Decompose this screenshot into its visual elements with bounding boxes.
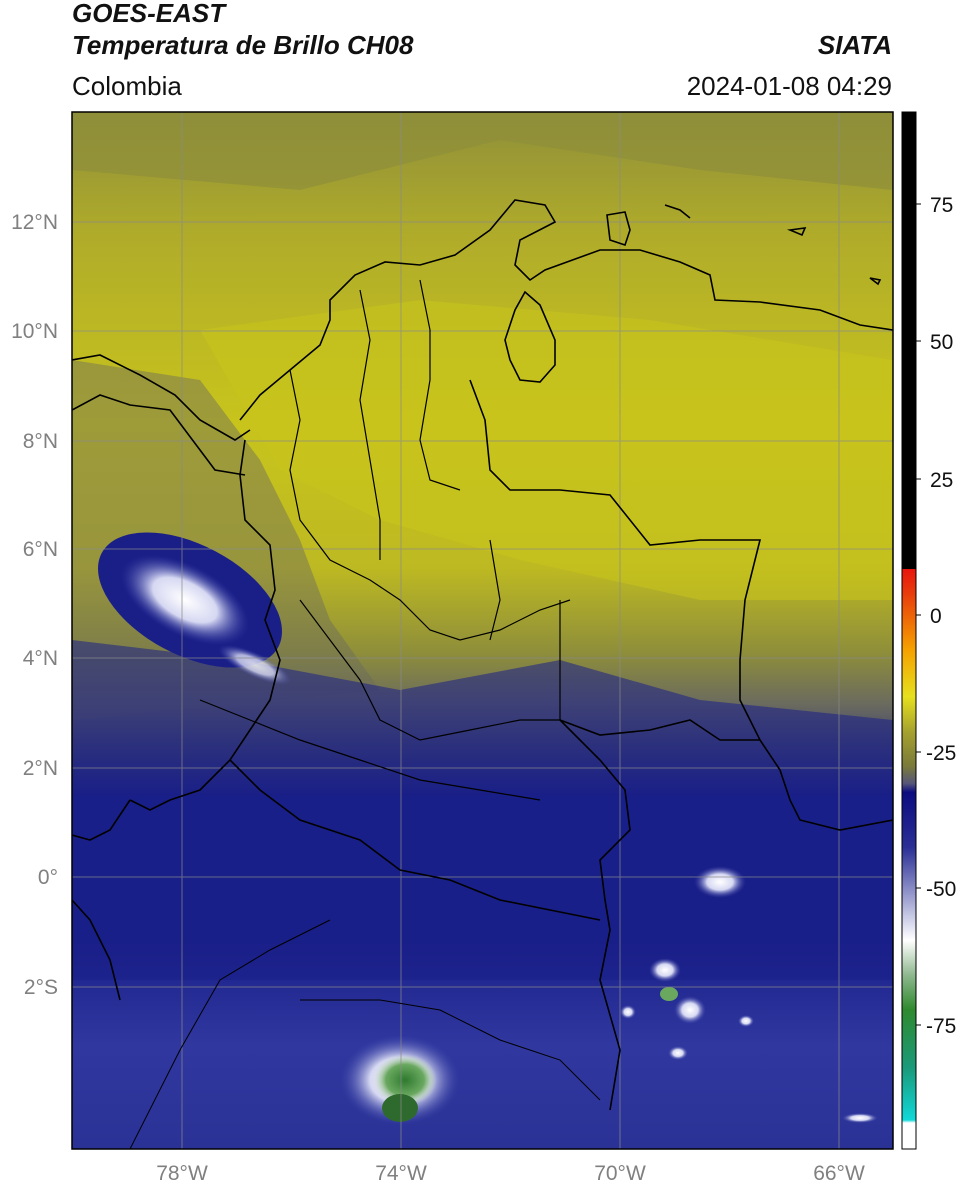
lon-label-78w: 78°W — [156, 1162, 208, 1185]
colorbar-segment-black — [902, 112, 916, 570]
border-colombia-brazil — [559, 719, 631, 1111]
storm-east-7 — [842, 1113, 878, 1123]
storm-cluster-cold-top — [121, 554, 249, 646]
brand-label: SIATA — [817, 30, 892, 60]
colorbar-label-75: 75 — [930, 194, 953, 217]
colorbar-label-50: 50 — [930, 331, 953, 354]
colorbar-label-minus50: -50 — [926, 878, 956, 901]
lat-label-12n: 12°N — [11, 211, 58, 234]
pacific-coast — [129, 439, 281, 811]
storm-south-green — [373, 1054, 437, 1106]
longitude-labels: 78°W 74°W 70°W 66°W — [156, 1162, 865, 1185]
lake-maracaibo — [504, 290, 556, 383]
cloud-band-olive-north — [72, 112, 893, 190]
department-lines-1 — [289, 369, 571, 641]
caribbean-coast — [239, 199, 893, 421]
peru-border-line — [129, 919, 331, 1149]
peru-river-line — [300, 999, 601, 1101]
island-trinidad — [869, 277, 882, 286]
cloud-band-yellow — [200, 300, 893, 600]
storm-south-core — [382, 1094, 418, 1122]
colorbar-label-25: 25 — [930, 469, 953, 492]
panama-coast — [72, 354, 251, 476]
coastlines-borders — [72, 199, 893, 1149]
lat-label-0: 0° — [38, 866, 58, 889]
lat-label-2s: 2°S — [24, 976, 58, 999]
map-frame — [71, 111, 894, 1150]
storm-east-2 — [649, 958, 681, 982]
lon-label-66w: 66°W — [813, 1162, 865, 1185]
island-margarita — [786, 227, 807, 237]
lon-label-70w: 70°W — [594, 1162, 646, 1185]
lat-label-2n: 2°N — [23, 757, 58, 780]
department-lines-4 — [199, 699, 541, 801]
border-venezuela-brazil — [559, 719, 760, 741]
colorbar-frame — [901, 111, 917, 1150]
title-product: Temperatura de Brillo CH08 — [72, 30, 414, 60]
lat-label-6n: 6°N — [23, 538, 58, 561]
colorbar-label-minus75: -75 — [926, 1015, 956, 1038]
lat-label-8n: 8°N — [23, 430, 58, 453]
storm-east-4 — [620, 1005, 636, 1019]
island-bonaire — [664, 204, 691, 219]
colorbar-label-0: 0 — [930, 605, 942, 628]
lat-label-4n: 4°N — [23, 647, 58, 670]
map-panel — [72, 112, 893, 1149]
latitude-labels: 12°N 10°N 8°N 6°N 4°N 2°N 0° 2°S — [11, 211, 58, 999]
region-label: Colombia — [72, 71, 182, 101]
lat-label-10n: 10°N — [11, 320, 58, 343]
storm-east-3-core — [660, 987, 678, 1001]
ecuador-coast — [72, 799, 131, 1001]
department-lines-2 — [359, 279, 461, 560]
border-colombia-ecuador-peru — [229, 759, 601, 921]
storm-east-5 — [668, 1046, 688, 1060]
lon-label-74w: 74°W — [375, 1162, 427, 1185]
colorbar-gradient — [902, 569, 916, 1149]
island-aruba-curacao — [606, 211, 631, 247]
cloud-band-navy — [72, 640, 893, 980]
border-colombia-venezuela — [469, 379, 893, 831]
storm-tail — [218, 644, 292, 686]
storm-east-6 — [738, 1015, 754, 1027]
department-lines-5 — [489, 539, 561, 720]
datetime-label: 2024-01-08 04:29 — [686, 71, 892, 101]
storm-east-1 — [694, 866, 746, 898]
colorbar: 75 50 25 0 -25 -50 -75 — [901, 111, 956, 1150]
storm-east-3 — [674, 996, 706, 1024]
title-satellite: GOES-EAST — [72, 0, 226, 28]
colorbar-label-minus25: -25 — [926, 742, 956, 765]
department-lines-3 — [299, 599, 560, 741]
graticule — [72, 112, 893, 1149]
